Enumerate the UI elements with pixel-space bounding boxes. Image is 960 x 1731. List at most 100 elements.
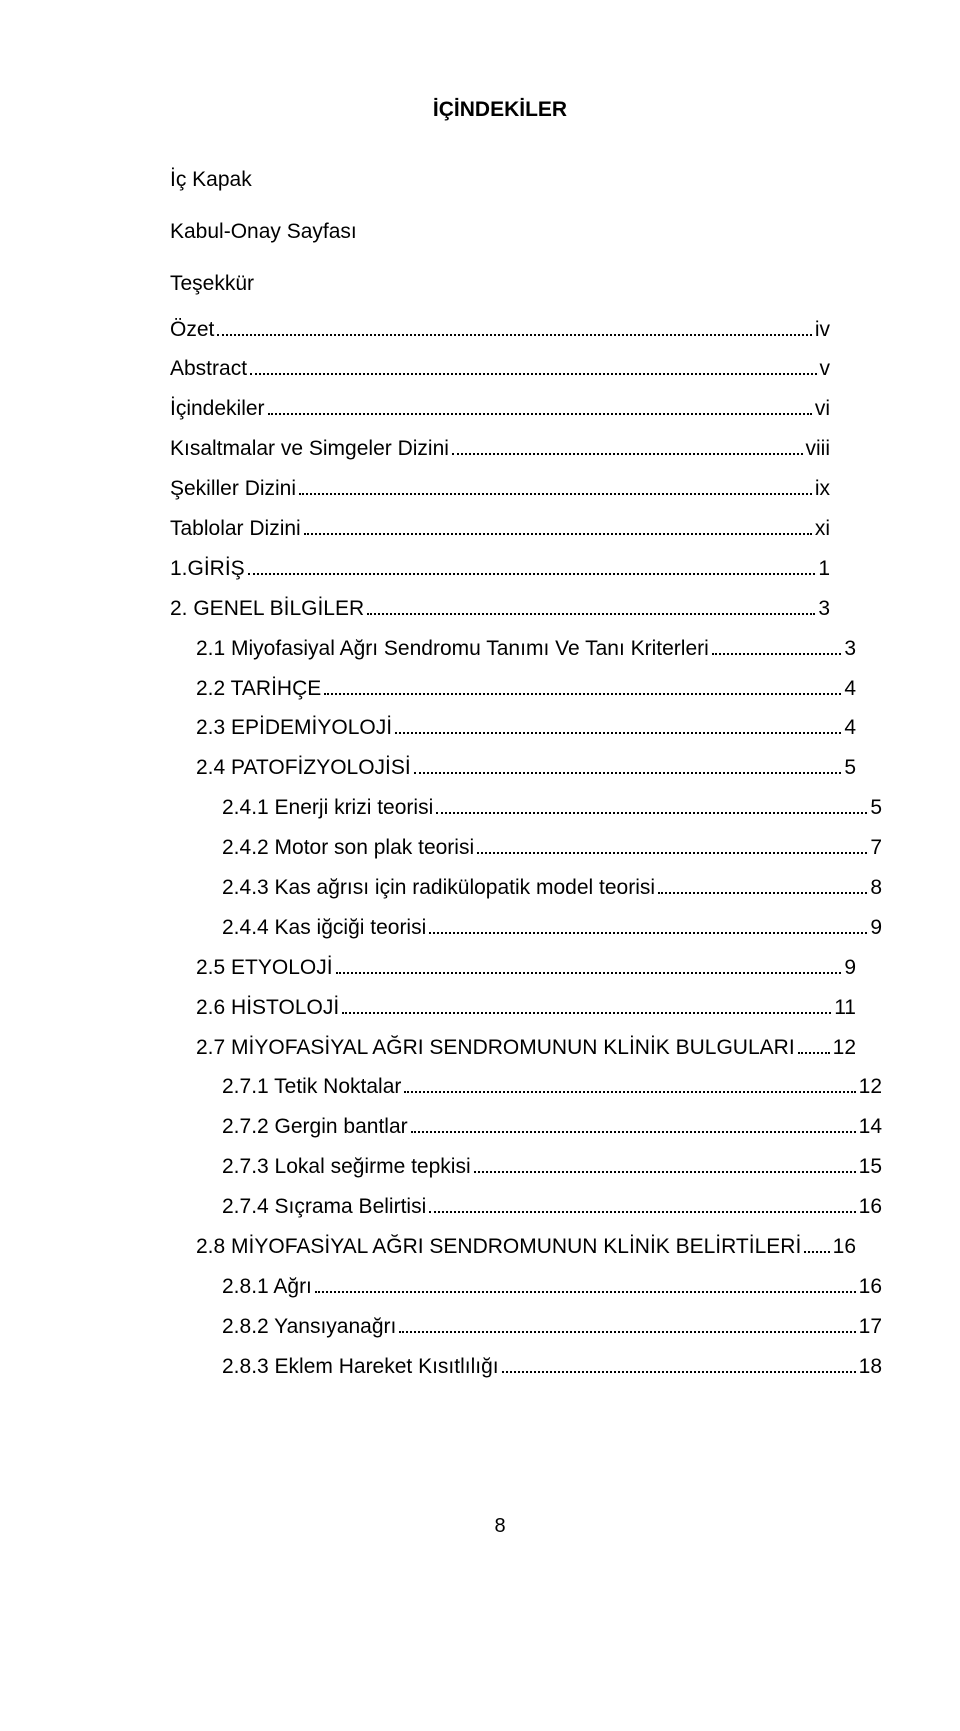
toc-page: 7	[870, 828, 882, 868]
toc-page: 15	[859, 1147, 882, 1187]
toc-page: 9	[870, 908, 882, 948]
toc-page: 16	[833, 1227, 856, 1267]
toc-leader-dots	[798, 1052, 830, 1054]
toc-page: 4	[844, 669, 856, 709]
toc-page: 14	[859, 1107, 882, 1147]
toc-leader-dots	[342, 1012, 831, 1014]
prelim-label: Kabul-Onay Sayfası	[170, 212, 357, 252]
toc-entry: 2.8 MİYOFASİYAL AĞRI SENDROMUNUN KLİNİK …	[170, 1227, 856, 1267]
toc-label: 2.5 ETYOLOJİ	[196, 948, 333, 988]
toc-page: 9	[844, 948, 856, 988]
toc-entry: 2.7.3 Lokal seğirme tepkisi 15	[170, 1147, 882, 1187]
toc-entry: 2.7.2 Gergin bantlar 14	[170, 1107, 882, 1147]
toc-page: v	[820, 349, 831, 389]
toc-label: 2.8.3 Eklem Hareket Kısıtlılığı	[222, 1347, 499, 1387]
toc-entry: 2.8.2 Yansıyanağrı 17	[170, 1307, 882, 1347]
toc-label: 2.7.4 Sıçrama Belirtisi	[222, 1187, 426, 1227]
toc-leader-dots	[299, 493, 812, 495]
toc-entry: 1.GİRİŞ 1	[170, 549, 830, 589]
toc-entry: Abstract v	[170, 349, 830, 389]
toc-page: iv	[815, 310, 830, 350]
toc-leader-dots	[395, 732, 841, 734]
toc-leader-dots	[436, 812, 867, 814]
toc-label: 2.7.2 Gergin bantlar	[222, 1107, 408, 1147]
page-number: 8	[170, 1507, 830, 1545]
toc-leader-dots	[502, 1371, 856, 1373]
toc-page: ix	[815, 469, 830, 509]
prelim-item: İç Kapak	[170, 160, 830, 200]
toc-page: 12	[833, 1028, 856, 1068]
toc-entry: Tablolar Dizini xi	[170, 509, 830, 549]
toc-label: 2.7.1 Tetik Noktalar	[222, 1067, 401, 1107]
toc-page: 18	[859, 1347, 882, 1387]
toc-page: 4	[844, 708, 856, 748]
toc-page: xi	[815, 509, 830, 549]
toc-entry: 2.4.4 Kas iğciği teorisi 9	[170, 908, 882, 948]
toc-leader-dots	[399, 1331, 855, 1333]
toc-page: 11	[834, 988, 856, 1028]
toc-label: 2.8 MİYOFASİYAL AĞRI SENDROMUNUN KLİNİK …	[196, 1227, 801, 1267]
toc-page: 16	[859, 1267, 882, 1307]
toc-leader-dots	[304, 533, 812, 535]
toc-leader-dots	[712, 653, 842, 655]
toc-entry: 2.1 Miyofasiyal Ağrı Sendromu Tanımı Ve …	[170, 629, 856, 669]
page-title: İÇİNDEKİLER	[170, 90, 830, 130]
prelim-item: Teşekkür	[170, 264, 830, 304]
toc-leader-dots	[477, 852, 867, 854]
toc-entry: 2.7 MİYOFASİYAL AĞRI SENDROMUNUN KLİNİK …	[170, 1028, 856, 1068]
toc-leader-dots	[367, 613, 815, 615]
toc-entry: İçindekiler vi	[170, 389, 830, 429]
toc-entry: 2.2 TARİHÇE 4	[170, 669, 856, 709]
toc-leader-dots	[414, 772, 842, 774]
toc-leader-dots	[429, 932, 867, 934]
toc-leader-dots	[324, 693, 841, 695]
toc-page: 5	[844, 748, 856, 788]
toc-label: 2.4 PATOFİZYOLOJİSİ	[196, 748, 411, 788]
toc-leader-dots	[474, 1171, 856, 1173]
toc-leader-dots	[658, 892, 867, 894]
prelim-label: Teşekkür	[170, 264, 254, 304]
toc-leader-dots	[315, 1291, 856, 1293]
toc-entry: 2.4.1 Enerji krizi teorisi 5	[170, 788, 882, 828]
toc-leader-dots	[250, 373, 816, 375]
prelim-label: İç Kapak	[170, 160, 252, 200]
toc-entry: 2.7.1 Tetik Noktalar 12	[170, 1067, 882, 1107]
toc-entry: 2.6 HİSTOLOJİ 11	[170, 988, 856, 1028]
toc-page: vi	[815, 389, 830, 429]
toc-label: 2.6 HİSTOLOJİ	[196, 988, 339, 1028]
toc-page: 16	[859, 1187, 882, 1227]
toc-entry: 2.3 EPİDEMİYOLOJİ 4	[170, 708, 856, 748]
toc-label: 2.2 TARİHÇE	[196, 669, 321, 709]
toc-label: Abstract	[170, 349, 247, 389]
toc-label: 2.4.1 Enerji krizi teorisi	[222, 788, 433, 828]
toc-entry: Kısaltmalar ve Simgeler Dizini viii	[170, 429, 830, 469]
toc-page: viii	[806, 429, 831, 469]
toc-label: 2.3 EPİDEMİYOLOJİ	[196, 708, 392, 748]
toc-label: İçindekiler	[170, 389, 265, 429]
toc-leader-dots	[404, 1091, 855, 1093]
toc-page: 12	[859, 1067, 882, 1107]
toc-leader-dots	[429, 1211, 855, 1213]
toc-label: 1.GİRİŞ	[170, 549, 245, 589]
toc-page: 8	[870, 868, 882, 908]
toc-entry: 2.8.1 Ağrı 16	[170, 1267, 882, 1307]
toc-label: 2.7.3 Lokal seğirme tepkisi	[222, 1147, 471, 1187]
toc-entry: 2.7.4 Sıçrama Belirtisi 16	[170, 1187, 882, 1227]
toc-label: Kısaltmalar ve Simgeler Dizini	[170, 429, 449, 469]
toc-leader-dots	[452, 453, 803, 455]
toc-label: Şekiller Dizini	[170, 469, 296, 509]
toc-entry: 2.8.3 Eklem Hareket Kısıtlılığı 18	[170, 1347, 882, 1387]
toc-entry: Şekiller Dizini ix	[170, 469, 830, 509]
toc-label: 2.8.2 Yansıyanağrı	[222, 1307, 396, 1347]
toc-label: 2.1 Miyofasiyal Ağrı Sendromu Tanımı Ve …	[196, 629, 709, 669]
toc-entry: 2.4 PATOFİZYOLOJİSİ 5	[170, 748, 856, 788]
toc-page: 3	[844, 629, 856, 669]
toc-label: Tablolar Dizini	[170, 509, 301, 549]
toc-leader-dots	[804, 1251, 829, 1253]
toc-entry: Özet iv	[170, 310, 830, 350]
toc-page: 3	[818, 589, 830, 629]
toc-entry: 2.5 ETYOLOJİ 9	[170, 948, 856, 988]
page: İÇİNDEKİLER İç Kapak Kabul-Onay Sayfası Te…	[0, 0, 960, 1731]
toc-label: 2.4.3 Kas ağrısı için radikülopatik mode…	[222, 868, 655, 908]
toc-page: 17	[859, 1307, 882, 1347]
